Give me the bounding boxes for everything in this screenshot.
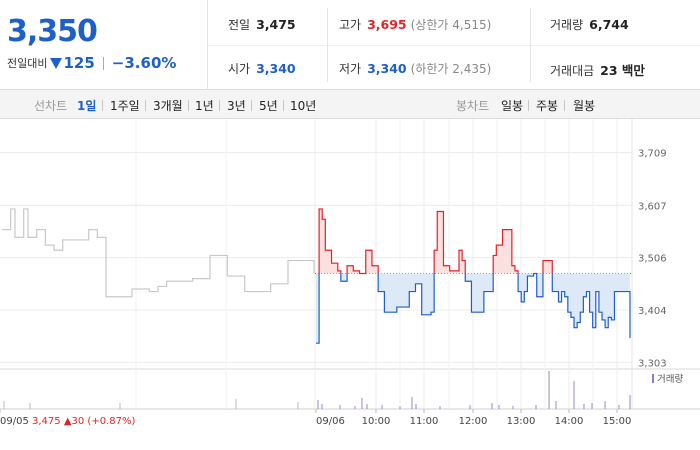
- prev-day-close: 3,475: [32, 416, 64, 427]
- current-price: 3,350: [7, 14, 98, 49]
- x-tick-label: 12:00: [459, 416, 488, 427]
- up-arrow-icon: ▲: [64, 416, 72, 427]
- tab-divider: [145, 100, 146, 111]
- low-value: 3,340: [367, 61, 407, 76]
- chart-grid: [0, 119, 700, 410]
- low-label: 저가: [339, 62, 362, 76]
- today-line-down: [316, 273, 631, 344]
- change-line: 전일대비 125 −3.60%: [7, 54, 176, 72]
- y-tick-label: 3,303: [638, 358, 667, 369]
- tab-daily-candle[interactable]: 일봉: [501, 99, 524, 113]
- tab-3y[interactable]: 3년: [227, 99, 246, 113]
- tab-monthly-candle[interactable]: 월봉: [573, 99, 596, 113]
- x-tick-label: 15:00: [603, 416, 632, 427]
- amount-label: 거래대금: [550, 64, 595, 78]
- y-tick-label: 3,506: [638, 253, 667, 264]
- tab-divider: [188, 100, 189, 111]
- y-tick-label: 3,404: [638, 306, 667, 317]
- tab-divider: [564, 100, 565, 111]
- prev-close: 전일 3,475: [228, 16, 296, 33]
- open-label: 시가: [228, 62, 251, 76]
- open-price: 시가 3,340: [228, 60, 296, 77]
- volume-legend-swatch: [652, 374, 654, 383]
- line-chart-label: 선차트: [34, 99, 68, 113]
- y-tick-label: 3,607: [638, 201, 667, 212]
- tab-1y[interactable]: 1년: [195, 99, 214, 113]
- volume-bars: 거래량: [3, 371, 683, 409]
- y-axis: 3,709 3,607 3,506 3,404 3,303: [638, 149, 667, 370]
- prev-day-rate: (+0.87%): [87, 416, 135, 427]
- tab-weekly-candle[interactable]: 주봉: [536, 99, 559, 113]
- prev-day-note: 09/05 3,475 ▲30 (+0.87%): [0, 416, 135, 427]
- prev-day-change: 30: [72, 416, 88, 427]
- change-value: 125: [63, 54, 95, 72]
- volume-label: 거래량: [550, 18, 584, 32]
- low-price: 저가 3,340 (하한가 2,435): [339, 60, 491, 77]
- loss-area: [316, 273, 630, 344]
- trading-amount: 거래대금 23 백만: [550, 60, 645, 79]
- tab-1d[interactable]: 1일: [77, 99, 97, 113]
- tab-divider: [219, 100, 220, 111]
- x-tick-label: 13:00: [507, 416, 536, 427]
- tab-3m[interactable]: 3개월: [153, 99, 183, 113]
- chart-tabs: 선차트 1일 1주일 3개월 1년 3년 5년 10년 봉차트 일봉 주봉 월봉: [0, 90, 700, 119]
- x-tick-label: 10:00: [362, 416, 391, 427]
- previous-day-line: [2, 208, 315, 298]
- x-tick-label: 14:00: [555, 416, 584, 427]
- amount-value: 23 백만: [600, 63, 645, 78]
- candle-chart-label: 봉차트: [456, 99, 490, 113]
- x-tick-label: 11:00: [410, 416, 439, 427]
- change-label: 전일대비: [7, 57, 48, 70]
- y-tick-label: 3,709: [638, 149, 667, 160]
- tab-5y[interactable]: 5년: [259, 99, 278, 113]
- tab-divider: [251, 100, 252, 111]
- column-divider: [327, 8, 328, 82]
- prev-close-value: 3,475: [256, 17, 296, 32]
- prev-close-label: 전일: [228, 18, 251, 32]
- price-chart: 3,709 3,607 3,506 3,404 3,303 거래량 09/06 10:00…: [0, 119, 700, 427]
- tab-divider: [528, 100, 529, 111]
- tab-1w[interactable]: 1주일: [110, 99, 140, 113]
- down-arrow-icon: [50, 57, 63, 69]
- high-value: 3,695: [367, 17, 407, 32]
- today-line-up: [318, 208, 553, 274]
- tab-10y[interactable]: 10년: [290, 99, 317, 113]
- change-rate: −3.60%: [111, 54, 177, 72]
- volume-value: 6,744: [589, 17, 629, 32]
- high-label: 고가: [339, 18, 362, 32]
- tab-divider: [102, 100, 103, 111]
- chart-lines: [2, 208, 631, 344]
- volume-legend-label: 거래량: [657, 373, 683, 385]
- lower-limit: (하한가 2,435): [410, 62, 492, 76]
- high-price: 고가 3,695 (상한가 4,515): [339, 16, 491, 33]
- row-divider: [208, 45, 700, 46]
- column-divider: [530, 8, 531, 82]
- divider: [102, 56, 104, 70]
- x-tick-label: 09/06: [316, 416, 345, 427]
- quote-header: 3,350 전일대비 125 −3.60% 전일 3,475 고가 3,695 (상한…: [0, 0, 700, 90]
- tab-divider: [283, 100, 284, 111]
- prev-day-date: 09/05: [0, 416, 32, 427]
- open-value: 3,340: [256, 61, 296, 76]
- x-axis: 09/06 10:00 11:00 12:00 13:00 14:00 15:00 09/05…: [0, 409, 631, 427]
- volume: 거래량 6,744: [550, 16, 629, 33]
- upper-limit: (상한가 4,515): [410, 18, 492, 32]
- price-box: 3,350 전일대비 125 −3.60%: [0, 0, 208, 90]
